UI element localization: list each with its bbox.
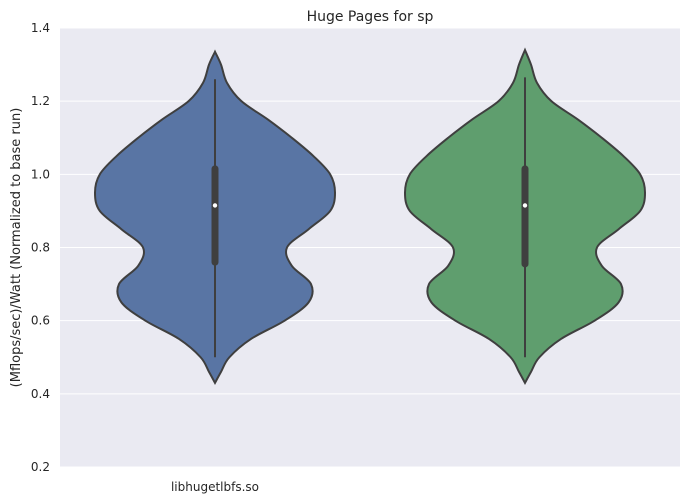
median-marker — [212, 203, 218, 208]
y-axis-label: (Mflops/sec)/Watt (Normalized to base ru… — [9, 108, 24, 388]
x-tick-label: libhugetlbfs.so — [171, 480, 259, 494]
y-tick-label: 0.2 — [31, 460, 50, 474]
x-tick-labels: libhugetlbfs.so — [171, 480, 259, 494]
y-tick-label: 0.8 — [31, 241, 50, 255]
violins — [93, 47, 647, 385]
median-marker — [522, 203, 528, 208]
y-tick-label: 1.2 — [31, 94, 50, 108]
y-tick-label: 0.6 — [31, 314, 50, 328]
y-tick-label: 1.4 — [31, 21, 50, 35]
y-tick-label: 0.4 — [31, 387, 50, 401]
chart-title: Huge Pages for sp — [307, 9, 434, 25]
y-tick-label: 1.0 — [31, 167, 50, 181]
y-tick-labels: 0.2 0.4 0.6 0.8 1.0 1.2 1.4 — [31, 21, 50, 474]
